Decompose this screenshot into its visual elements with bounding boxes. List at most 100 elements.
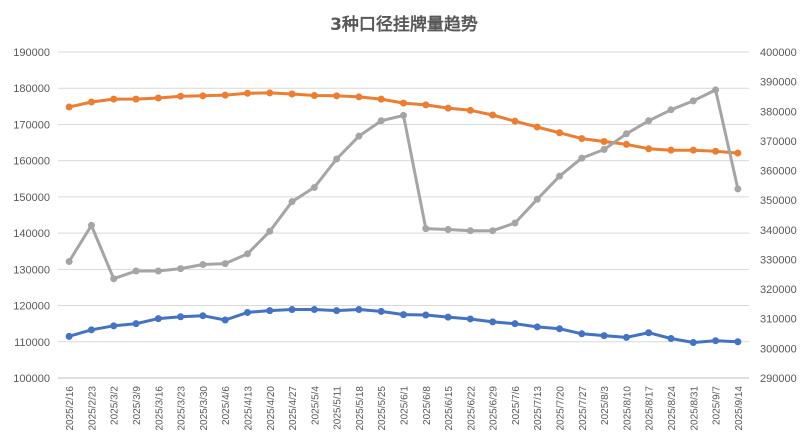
left-tick-label: 120000 xyxy=(13,301,50,313)
left-tick-label: 140000 xyxy=(13,228,50,240)
data-point xyxy=(667,146,675,154)
data-point xyxy=(712,337,720,345)
left-tick-label: 150000 xyxy=(13,192,50,204)
x-tick-label: 2025/5/18 xyxy=(355,386,366,431)
x-tick-label: 2025/5/4 xyxy=(310,386,321,425)
data-point xyxy=(221,260,229,268)
right-y-axis: 290000 300000 310000 320000 330000 340000 3500… xyxy=(760,47,797,385)
x-tick-label: 2025/3/16 xyxy=(154,386,165,431)
x-tick-label: 2025/3/23 xyxy=(177,386,188,431)
data-point xyxy=(622,130,630,138)
data-point xyxy=(333,307,341,315)
data-point xyxy=(87,221,95,229)
left-y-axis: 100000 110000 120000 130000 140000 150000 1600… xyxy=(13,47,50,385)
right-tick-label: 390000 xyxy=(760,77,797,89)
data-point xyxy=(489,227,497,235)
data-point xyxy=(110,322,118,330)
x-tick-label: 2025/5/25 xyxy=(377,386,388,431)
data-point xyxy=(65,258,73,266)
data-point xyxy=(355,93,363,101)
data-point xyxy=(556,172,564,180)
x-tick-label: 2025/6/8 xyxy=(422,386,433,425)
data-point xyxy=(600,146,608,154)
data-point xyxy=(177,265,185,273)
left-tick-label: 130000 xyxy=(13,264,50,276)
x-tick-label: 2025/8/3 xyxy=(600,386,611,425)
data-point xyxy=(645,117,653,125)
data-point xyxy=(578,154,586,162)
data-point xyxy=(177,92,185,100)
data-point xyxy=(712,86,720,94)
data-point xyxy=(689,146,697,154)
data-point xyxy=(65,332,73,340)
data-point xyxy=(444,104,452,112)
data-point xyxy=(243,308,251,316)
x-tick-label: 2025/7/13 xyxy=(533,386,544,431)
data-point xyxy=(422,311,430,319)
series-layer xyxy=(65,86,742,347)
data-point xyxy=(221,91,229,99)
data-point xyxy=(87,326,95,334)
data-point xyxy=(132,267,140,275)
x-tick-label: 2025/4/13 xyxy=(243,386,254,431)
x-tick-label: 2025/6/22 xyxy=(466,386,477,431)
data-point xyxy=(110,95,118,103)
data-point xyxy=(489,318,497,326)
x-tick-label: 2025/4/27 xyxy=(288,386,299,431)
data-point xyxy=(578,330,586,338)
right-tick-label: 310000 xyxy=(760,314,797,326)
x-tick-label: 2025/6/1 xyxy=(400,386,411,425)
data-point xyxy=(377,95,385,103)
x-tick-label: 2025/3/2 xyxy=(110,386,121,425)
data-point xyxy=(667,335,675,343)
right-tick-label: 300000 xyxy=(760,343,797,355)
left-tick-label: 100000 xyxy=(13,373,50,385)
data-point xyxy=(533,123,541,131)
data-point xyxy=(689,339,697,347)
data-point xyxy=(400,111,407,119)
right-tick-label: 350000 xyxy=(760,195,797,207)
data-point xyxy=(556,325,564,333)
x-tick-label: 2025/8/10 xyxy=(622,386,633,431)
data-point xyxy=(333,155,341,163)
x-tick-label: 2025/4/20 xyxy=(266,386,277,431)
x-tick-label: 2025/7/27 xyxy=(578,386,589,431)
left-tick-label: 190000 xyxy=(13,47,50,59)
data-point xyxy=(511,320,519,328)
data-point xyxy=(288,306,296,314)
right-tick-label: 360000 xyxy=(760,166,797,178)
data-point xyxy=(422,225,430,233)
data-point xyxy=(221,316,229,324)
x-tick-label: 2025/6/15 xyxy=(444,386,455,431)
data-point xyxy=(667,106,675,114)
data-point xyxy=(266,307,274,315)
data-point xyxy=(333,92,341,100)
data-point xyxy=(177,313,185,321)
data-point xyxy=(511,117,519,125)
data-point xyxy=(400,99,407,107)
right-tick-label: 290000 xyxy=(760,373,797,385)
x-tick-label: 2025/5/11 xyxy=(333,386,344,430)
data-point xyxy=(199,92,207,100)
data-point xyxy=(243,250,251,258)
data-point xyxy=(556,129,564,137)
x-axis: 2025/2/16 2025/2/23 2025/3/2 2025/3/9 2025/3… xyxy=(58,377,749,431)
x-tick-label: 2025/2/23 xyxy=(87,386,98,431)
series-2 xyxy=(65,89,742,157)
data-point xyxy=(132,95,140,103)
data-point xyxy=(154,94,162,102)
data-point xyxy=(110,275,118,283)
data-point xyxy=(466,106,474,114)
x-tick-label: 2025/8/24 xyxy=(667,386,678,431)
right-tick-label: 320000 xyxy=(760,284,797,296)
x-tick-label: 2025/2/16 xyxy=(65,386,76,431)
series-1 xyxy=(65,306,742,347)
x-tick-label: 2025/9/7 xyxy=(712,386,723,425)
right-tick-label: 380000 xyxy=(760,106,797,118)
data-point xyxy=(645,329,653,337)
data-point xyxy=(489,111,497,119)
data-point xyxy=(310,91,318,99)
data-point xyxy=(266,89,274,97)
data-point xyxy=(622,333,630,341)
